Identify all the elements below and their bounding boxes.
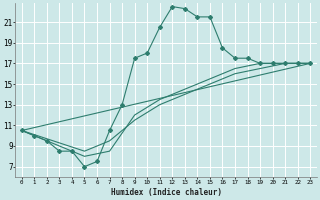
X-axis label: Humidex (Indice chaleur): Humidex (Indice chaleur) (110, 188, 221, 197)
